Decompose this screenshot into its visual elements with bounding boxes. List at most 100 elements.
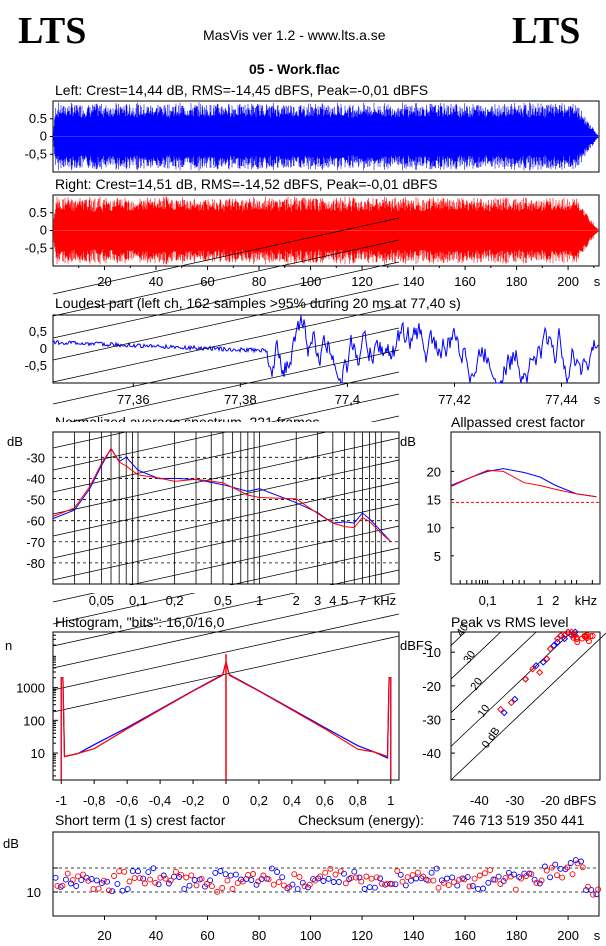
short-term-left-point (361, 886, 368, 892)
short-term-right-point (54, 882, 61, 889)
short-term-right-point (281, 882, 287, 889)
short-term-right-point (275, 879, 282, 886)
short-term-right-point (131, 875, 138, 882)
short-term-right-point (100, 877, 107, 884)
left-channel-title: Left: Crest=14,44 dB, RMS=-14,45 dBFS, P… (55, 82, 429, 98)
spectrum-ytick-label: -80 (26, 556, 45, 571)
short-term-right-point (224, 877, 231, 884)
pvr-diagonal (450, 632, 606, 781)
short-term-right-point (116, 868, 123, 875)
short-term-left-point (150, 865, 157, 872)
pvr-diagonal (450, 631, 537, 714)
short-term-left-point (248, 877, 255, 883)
short-term-right-point (342, 880, 349, 887)
spectrum-diagonal (52, 283, 400, 361)
peak-vs-rms-title: Peak vs RMS level (451, 614, 569, 630)
allpass-frame (450, 431, 601, 585)
spectrum-mask-right (400, 432, 450, 584)
short-term-left-point (320, 878, 327, 884)
pvr-right-point (579, 635, 586, 642)
short-term-right-point (260, 872, 267, 879)
pvr-ytick-label: -40 (422, 746, 441, 761)
loudest-xtick-label: 77,42 (438, 392, 471, 407)
spectrum-ylabel: dB (7, 434, 23, 449)
short-term-right-point (502, 874, 509, 881)
short-term-ylabel: dB (3, 836, 19, 851)
pvr-right-point (553, 635, 561, 643)
short-term-right-point (559, 874, 566, 881)
pvr-left-point (511, 695, 519, 703)
short-term-right-point (183, 874, 190, 881)
spectrum-diagonal (52, 371, 400, 449)
short-term-left-point (366, 884, 373, 891)
short-term-right-point (198, 875, 205, 882)
histogram-xtick-label: 0,6 (316, 793, 334, 808)
pvr-right-point (589, 632, 596, 639)
short-term-right-point (399, 878, 406, 885)
histogram-xtick-label: -0,8 (83, 793, 105, 808)
loudest-xtick-label: s (594, 392, 601, 407)
spectrum-xtick-label: 0,1 (129, 593, 147, 608)
loudest-trace (52, 315, 599, 385)
short-term-right-point (111, 873, 117, 879)
spectrum-xtick-label: 0,5 (214, 593, 232, 608)
lts-logo-left: LTS (18, 10, 87, 52)
short-term-right-point (64, 870, 71, 877)
spectrum-xtick-label: 2 (293, 593, 300, 608)
short-term-right-point (564, 864, 571, 871)
short-term-right-point (203, 881, 210, 887)
short-term-right-point (487, 867, 494, 874)
short-term-right-point (512, 886, 519, 893)
short-term-right-point (167, 877, 174, 884)
left-waveform-ytick-label: 0.5 (29, 111, 47, 126)
pvr-left-point (532, 662, 540, 670)
short-term-right-point (507, 873, 514, 880)
short-term-right-point (435, 884, 442, 891)
spectrum-mask-top (53, 422, 399, 432)
pvr-right-point (529, 665, 537, 673)
histogram-xtick-label: -0,4 (149, 793, 171, 808)
short-term-left-point (449, 874, 456, 881)
short-term-left-point (227, 872, 234, 879)
checksum-label: Checksum (energy): (298, 812, 425, 828)
pvr-left-point (550, 641, 558, 649)
short-term-left-point (531, 876, 538, 883)
short-term-right-point (250, 871, 257, 877)
pvr-diagonal-label: 40 (454, 622, 471, 639)
spectrum-ytick-label: -30 (26, 450, 45, 465)
pvr-right-point (573, 636, 580, 643)
spectrum-xtick-label: kHz (374, 593, 396, 608)
short-term-left-point (351, 868, 358, 875)
spectrum-diagonal (52, 569, 400, 647)
short-term-left-point (181, 886, 188, 893)
short-term-right-point (569, 871, 576, 878)
app-title: MasVis ver 1.2 - www.lts.a.se (203, 27, 386, 43)
histogram-xtick-label: 0,2 (250, 793, 268, 808)
pvr-diagonal (450, 631, 466, 646)
short-term-left-point (253, 881, 260, 888)
allpass-ytick-label: 10 (427, 521, 441, 536)
short-term-right-point (85, 877, 92, 884)
short-term-left-point (454, 882, 461, 889)
spectrum-xtick-label: 3 (314, 593, 321, 608)
short-term-right-point (404, 874, 411, 881)
short-term-right-point (291, 871, 298, 878)
spectrum-diagonal (52, 503, 400, 581)
short-term-xtick-label: 160 (454, 928, 476, 943)
short-term-right-point (451, 879, 457, 886)
short-term-right-point (337, 868, 344, 875)
waveform-xtick-label: 180 (506, 274, 528, 289)
short-term-left-point (191, 877, 198, 883)
short-term-left-point (135, 868, 141, 875)
short-term-ytick-label: 10 (27, 885, 41, 900)
short-term-right-point (363, 873, 370, 880)
right-waveform-ytick-label: 0.5 (29, 205, 47, 220)
checksum-value: 746 713 519 350 441 (452, 812, 585, 828)
short-term-right-point (430, 877, 437, 884)
short-term-right-point (476, 872, 483, 879)
pvr-ytick-label: -10 (422, 645, 441, 660)
short-term-right-point (358, 878, 365, 885)
right-waveform-ytick-label: -0,5 (25, 240, 47, 255)
short-term-left-point (547, 874, 554, 881)
pvr-xtick-label: -20 (541, 793, 560, 808)
